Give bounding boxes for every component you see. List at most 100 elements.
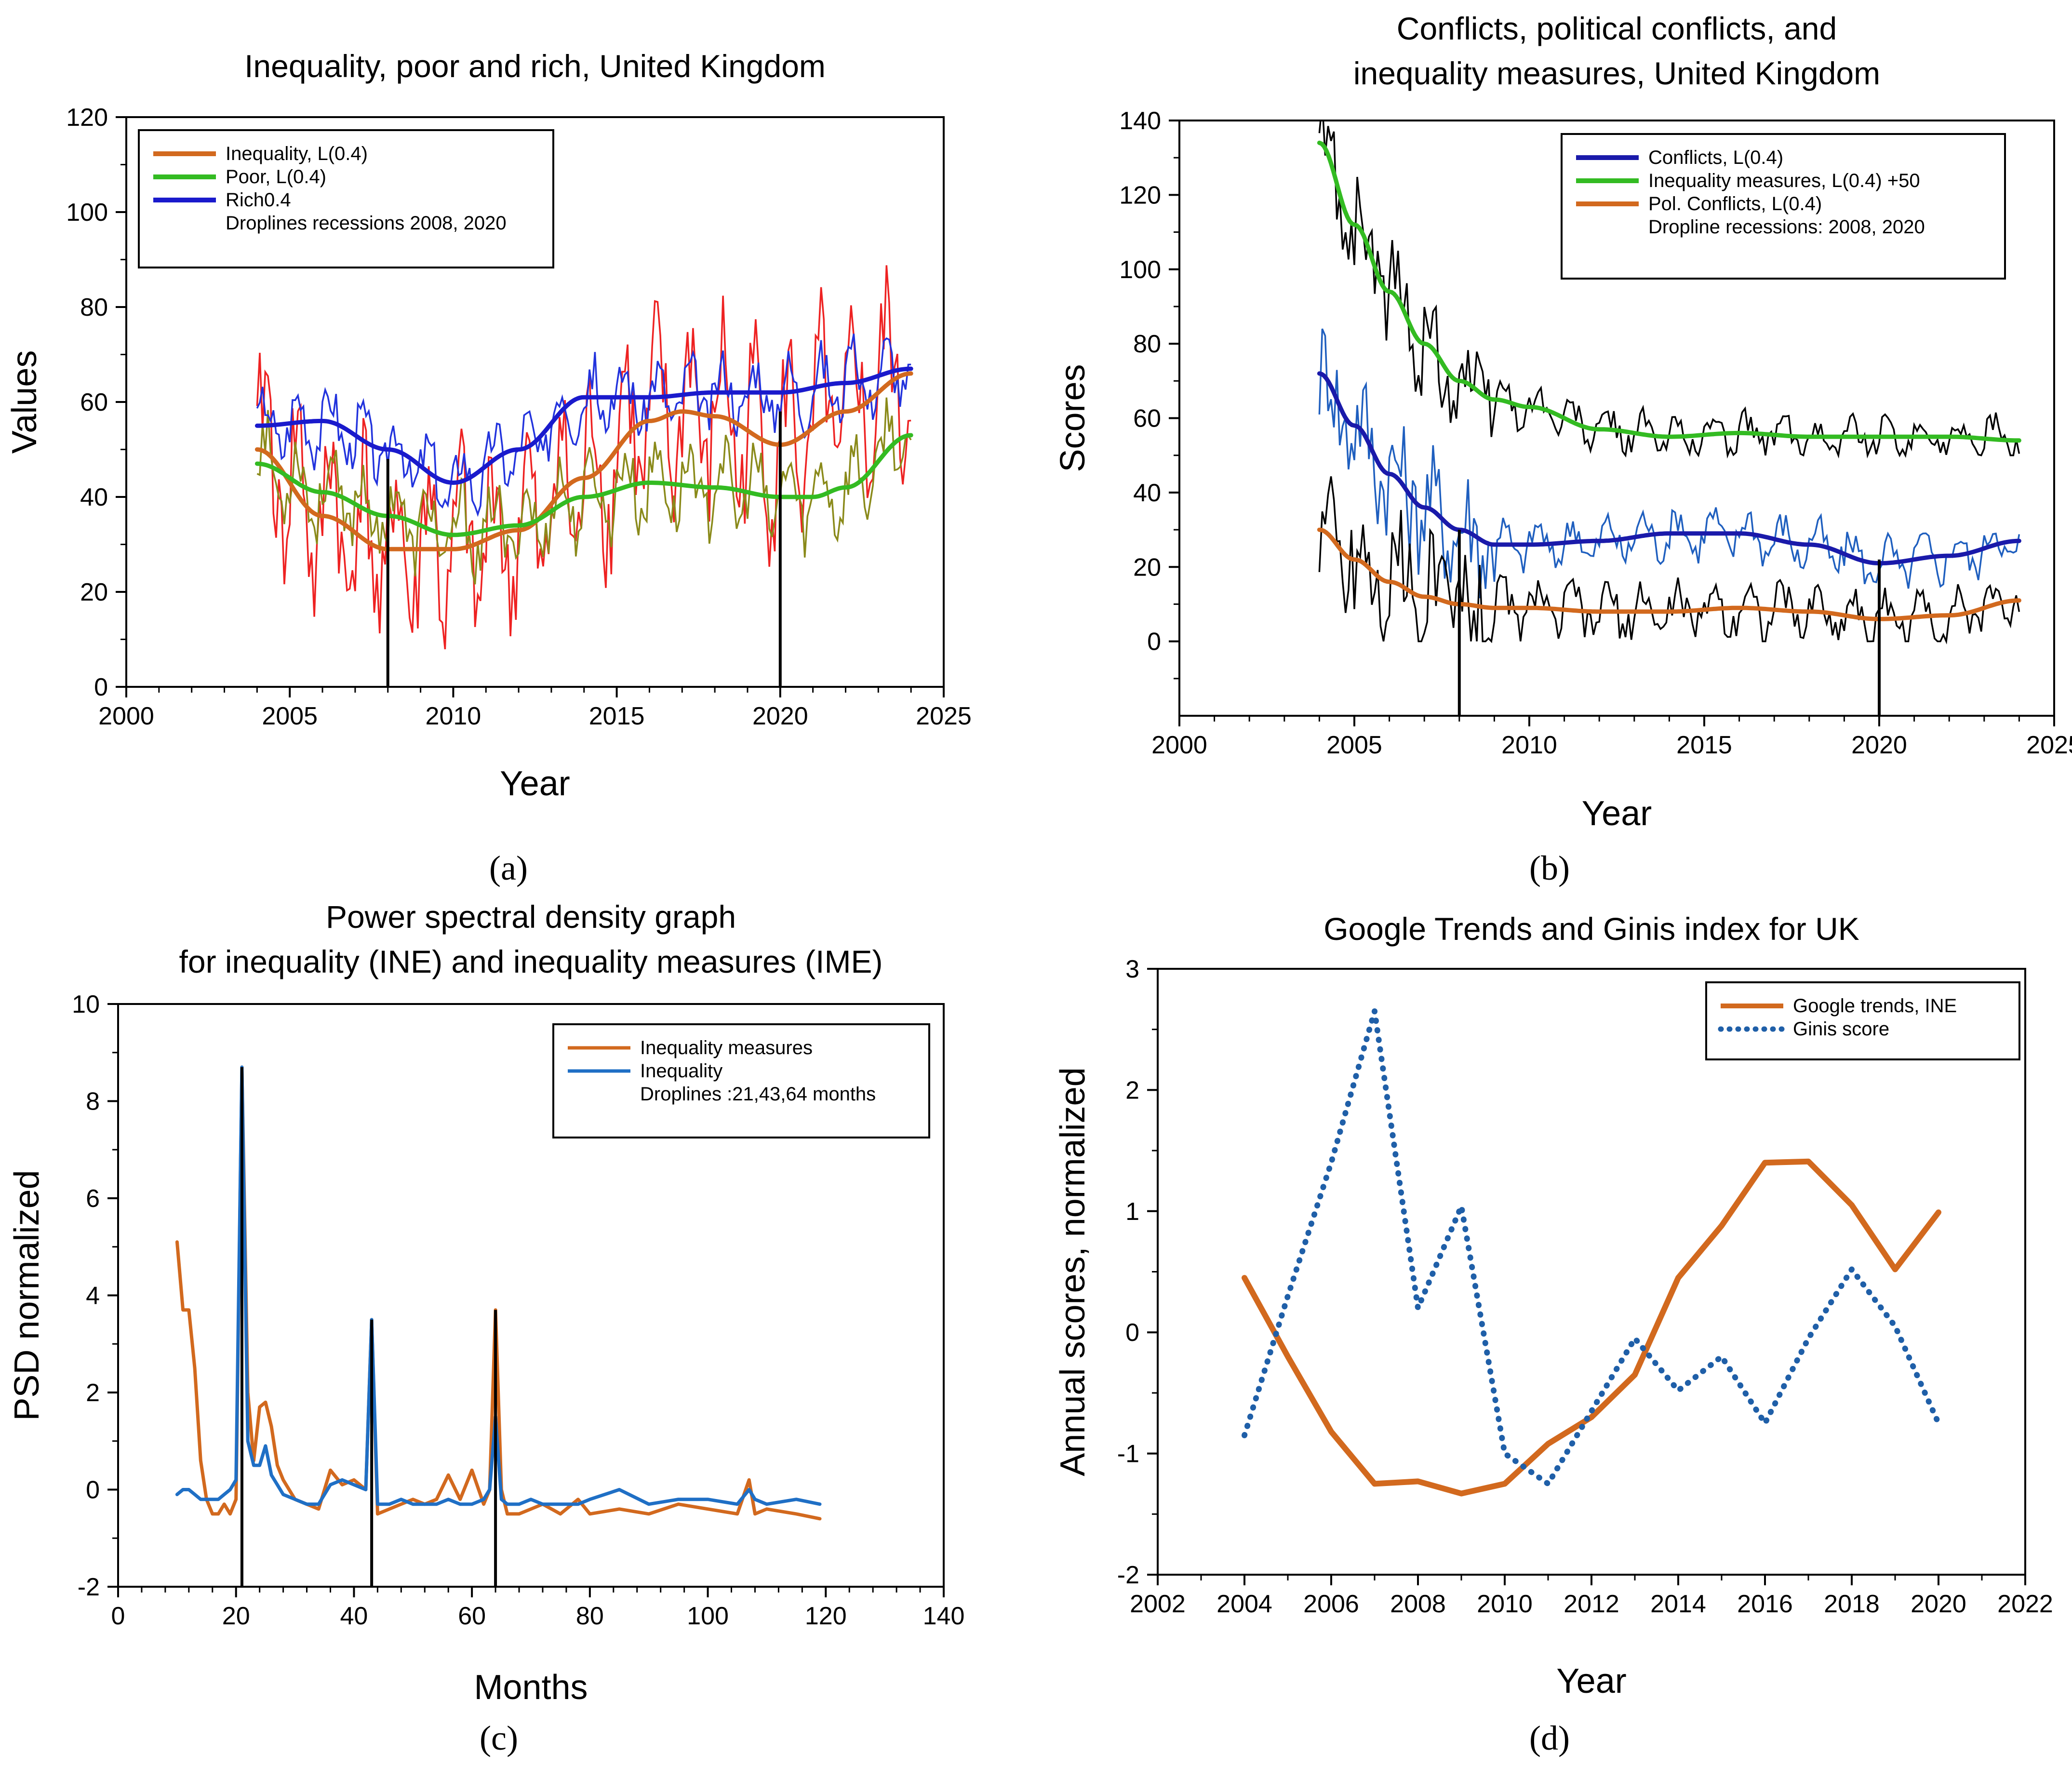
y-tick-label: 80 (1133, 330, 1161, 358)
chart-subtitle: for inequality (INE) and inequality meas… (179, 944, 883, 979)
y-tick-label: 2 (1125, 1076, 1139, 1104)
x-tick-label: 2015 (1676, 731, 1732, 759)
plot-area (254, 265, 913, 650)
x-tick-label: 0 (111, 1602, 125, 1630)
series-line-0 (254, 371, 913, 551)
legend-entry: Droplines :21,43,64 months (640, 1084, 876, 1105)
series-line-1 (1242, 1008, 1941, 1487)
y-axis-label: Values (5, 350, 44, 454)
y-tick-label: 20 (1133, 553, 1161, 581)
x-tick-label: 2006 (1303, 1590, 1359, 1618)
y-tick-label: 4 (86, 1282, 100, 1310)
series-line-1 (254, 433, 913, 537)
series-line-0 (1317, 371, 2021, 565)
x-axis-label: Year (1582, 794, 1652, 833)
chart-title: Google Trends and Ginis index for UK (1323, 911, 1859, 947)
series-line-0 (175, 1065, 822, 1521)
x-tick-label: 140 (923, 1602, 965, 1630)
x-tick-label: 2000 (98, 702, 154, 730)
plot-area (1317, 120, 2021, 645)
series-raw-5 (1318, 476, 2020, 645)
x-tick-label: 2020 (752, 702, 808, 730)
x-tick-label: 2014 (1650, 1590, 1706, 1618)
y-tick-label: 1 (1125, 1198, 1139, 1226)
panel-label-c: (c) (480, 1719, 518, 1757)
plot-area (175, 1065, 822, 1521)
legend-entry: Dropline recessions: 2008, 2020 (1648, 216, 1925, 238)
panel-label-a: (a) (489, 849, 528, 887)
y-tick-label: 40 (80, 483, 108, 511)
y-tick-label: 40 (1133, 479, 1161, 507)
panel-label-d: (d) (1529, 1719, 1570, 1757)
y-tick-label: 10 (72, 991, 100, 1018)
legend-entry: Inequality (640, 1060, 722, 1082)
x-tick-label: 2005 (1326, 731, 1382, 759)
panel-b: Conflicts, political conflicts, and inequ… (1054, 11, 2072, 833)
legend-entry: Droplines recessions 2008, 2020 (226, 213, 507, 234)
y-tick-label: 2 (86, 1379, 100, 1407)
x-tick-label: 2005 (262, 702, 318, 730)
panel-a: Inequality, poor and rich, United Kingdo… (5, 48, 972, 803)
legend-entry: Inequality measures, L(0.4) +50 (1648, 170, 1920, 191)
y-tick-label: -2 (1117, 1561, 1139, 1589)
y-tick-label: 100 (1119, 256, 1161, 284)
x-tick-label: 2018 (1824, 1590, 1880, 1618)
legend-entry: Rich0.4 (226, 189, 291, 211)
y-tick-label: 0 (1125, 1319, 1139, 1347)
panel-d: Google Trends and Ginis index for UK 2002… (1054, 911, 2053, 1700)
legend-entry: Conflicts, L(0.4) (1648, 147, 1783, 168)
y-tick-label: 60 (1133, 405, 1161, 433)
chart-title: Inequality, poor and rich, United Kingdo… (244, 48, 826, 84)
y-tick-label: 8 (86, 1088, 100, 1116)
y-tick-label: 0 (1147, 628, 1161, 656)
x-tick-label: 60 (458, 1602, 486, 1630)
x-tick-label: 2020 (1911, 1590, 1966, 1618)
x-axis-label: Months (474, 1668, 588, 1707)
y-tick-label: 20 (80, 578, 108, 606)
y-axis-label: PSD normalized (8, 1170, 46, 1420)
series-line-2 (1317, 527, 2021, 621)
y-tick-label: 80 (80, 294, 108, 321)
legend: Conflicts, L(0.4)Inequality measures, L(… (1561, 133, 2006, 280)
x-tick-label: 40 (340, 1602, 368, 1630)
plot-area (1242, 1008, 1941, 1497)
x-tick-label: 2016 (1737, 1590, 1793, 1618)
series-raw-3 (1318, 328, 2020, 599)
y-tick-label: 3 (1125, 955, 1139, 983)
chart-title: Conflicts, political conflicts, and (1397, 11, 1837, 46)
x-tick-label: 80 (576, 1602, 604, 1630)
x-axis-label: Year (500, 764, 570, 803)
x-tick-label: 120 (805, 1602, 847, 1630)
x-tick-label: 2015 (589, 702, 645, 730)
legend-entry: Ginis score (1793, 1018, 1889, 1040)
legend-entry: Poor, L(0.4) (226, 166, 326, 187)
panel-c: Power spectral density graph for inequali… (8, 899, 964, 1707)
legend-entry: Pol. Conflicts, L(0.4) (1648, 193, 1822, 214)
y-tick-label: 0 (86, 1476, 100, 1504)
x-tick-label: 2008 (1390, 1590, 1446, 1618)
legend-entry: Inequality measures (640, 1037, 813, 1058)
y-tick-label: 100 (66, 199, 108, 227)
x-tick-label: 2025 (916, 702, 972, 730)
y-tick-label: 0 (94, 673, 108, 701)
y-tick-label: 120 (1119, 181, 1161, 209)
legend: Inequality, L(0.4)Poor, L(0.4)Rich0.4Dro… (138, 129, 554, 268)
x-tick-label: 100 (687, 1602, 729, 1630)
x-tick-label: 2010 (1477, 1590, 1533, 1618)
x-tick-label: 2000 (1151, 731, 1207, 759)
x-tick-label: 2025 (2026, 731, 2072, 759)
y-tick-label: 120 (66, 104, 108, 132)
series-raw-4 (1318, 120, 2020, 459)
x-axis-label: Year (1556, 1662, 1626, 1700)
series-raw-5 (256, 334, 911, 517)
series-line-1 (1317, 140, 2021, 443)
x-tick-label: 2010 (1501, 731, 1557, 759)
legend-entry: Inequality, L(0.4) (226, 143, 368, 164)
y-tick-label: 140 (1119, 107, 1161, 135)
y-tick-label: 60 (80, 388, 108, 416)
x-tick-label: 2022 (1997, 1590, 2053, 1618)
series-raw-4 (256, 397, 912, 585)
x-tick-label: 2012 (1564, 1590, 1619, 1618)
legend-entry: Google trends, INE (1793, 995, 1957, 1017)
